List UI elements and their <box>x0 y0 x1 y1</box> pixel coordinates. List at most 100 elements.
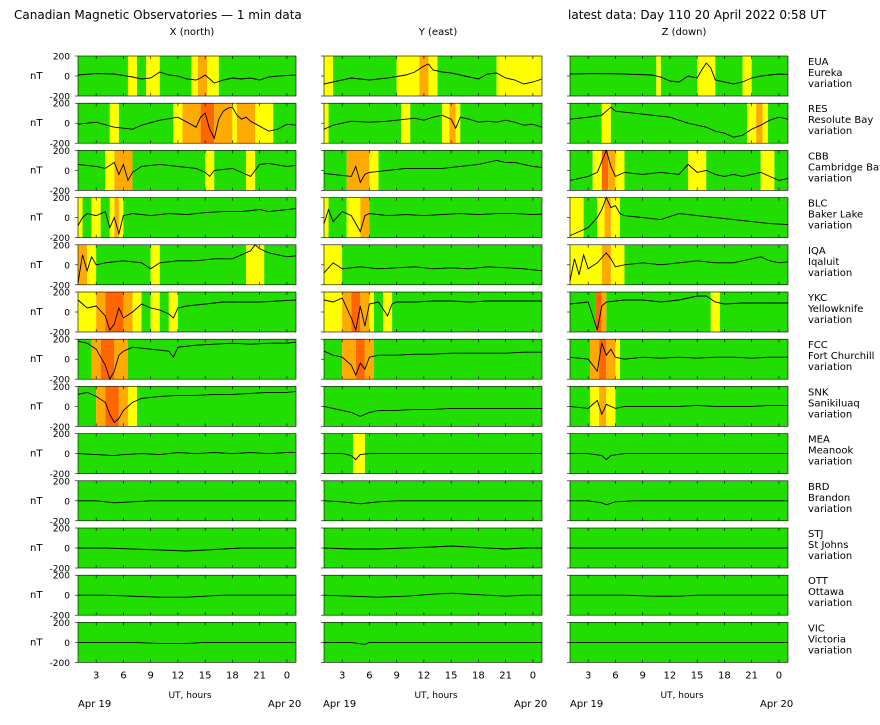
activity-band-storm <box>595 292 602 332</box>
activity-band-active <box>346 150 370 191</box>
activity-band-moderate <box>601 103 611 144</box>
activity-band-moderate <box>742 56 752 96</box>
trace-ott-z <box>570 594 788 597</box>
activity-band-quiet <box>255 150 296 191</box>
panel-stj-z <box>567 527 789 569</box>
activity-band-quiet <box>610 103 748 144</box>
activity-band-moderate <box>132 292 142 332</box>
activity-band-quiet <box>460 103 542 144</box>
activity-band-quiet <box>264 244 296 285</box>
activity-band-storm <box>601 150 609 191</box>
y-tick-label: -200 <box>50 659 71 669</box>
trace-snk-z <box>569 399 788 416</box>
trace-eua-x <box>77 71 297 84</box>
activity-band-quiet <box>78 56 128 96</box>
x-axis-title-x: UT, hours <box>168 691 212 701</box>
x-tick-label: 0 <box>776 670 782 681</box>
activity-band-moderate <box>710 292 720 332</box>
activity-band-quiet <box>333 56 397 96</box>
panel-blc-z <box>567 196 789 238</box>
y-tick-label: 200 <box>53 289 70 299</box>
trace-brd-x <box>78 500 296 504</box>
activity-band-quiet <box>137 56 147 96</box>
activity-band-active <box>114 197 119 238</box>
station-name: Brandon <box>808 493 850 504</box>
activity-band-quiet <box>774 150 788 191</box>
activity-band-quiet <box>324 575 542 616</box>
activity-band-quiet <box>570 103 602 144</box>
activity-band-active <box>214 103 233 144</box>
activity-band-active <box>419 56 429 96</box>
trace-blc-z <box>569 196 789 237</box>
activity-band-moderate <box>597 197 605 238</box>
activity-band-quiet <box>78 433 296 474</box>
activity-band-quiet <box>78 386 97 427</box>
station-variation-label: variation <box>808 504 852 515</box>
date-start-z: Apr 19 <box>570 699 604 710</box>
x-tick-label: 12 <box>172 670 185 681</box>
activity-band-active <box>236 103 256 144</box>
activity-band-quiet <box>324 339 343 380</box>
y-tick-label: 200 <box>53 477 70 487</box>
trace-stj-x <box>78 547 296 552</box>
y-tick-label: -200 <box>50 423 71 433</box>
x-tick-label: 0 <box>284 670 290 681</box>
panel-blc-x <box>75 197 297 238</box>
x-axis-title-z: UT, hours <box>660 691 704 701</box>
y-tick-label: -200 <box>50 234 71 244</box>
trace-res-z <box>569 106 789 138</box>
activity-band-storm <box>100 339 115 380</box>
panel-iqa-y <box>321 244 543 286</box>
x-tick-label: 3 <box>339 670 345 681</box>
activity-band-moderate <box>610 244 625 285</box>
panel-mea-y <box>321 433 543 474</box>
station-code: FCC <box>808 340 828 351</box>
activity-band-quiet <box>373 292 384 332</box>
activity-band-moderate <box>697 56 716 96</box>
y-unit-label: nT <box>30 165 43 176</box>
trace-iqa-y <box>323 262 543 274</box>
y-tick-label: 200 <box>53 525 70 535</box>
panel-snk-z <box>567 386 789 427</box>
panel-ott-y <box>321 574 543 616</box>
panel-eua-z <box>567 55 789 97</box>
activity-band-active <box>604 197 611 238</box>
column-title-z: Z (down) <box>661 27 707 38</box>
activity-band-active <box>599 386 607 427</box>
trace-eua-y <box>323 63 543 85</box>
y-tick-label: 0 <box>64 73 70 83</box>
panel-ykc-x <box>75 291 297 333</box>
activity-band-quiet <box>78 103 110 144</box>
y-tick-label: -200 <box>50 93 71 103</box>
station-code: MEA <box>808 435 830 446</box>
panel-res-y <box>321 102 543 144</box>
activity-band-moderate <box>570 244 602 285</box>
station-name: Victoria <box>808 634 846 645</box>
activity-band-active <box>118 386 128 427</box>
station-name: Cambridge Bay <box>808 162 880 173</box>
trace-vic-x <box>78 641 296 644</box>
y-unit-label: nT <box>30 401 43 412</box>
y-tick-label: 200 <box>53 383 70 393</box>
trace-snk-y <box>323 405 542 417</box>
x-axis-title-y: UT, hours <box>414 691 458 701</box>
activity-band-quiet <box>118 103 174 144</box>
station-code: EUA <box>808 57 829 68</box>
activity-band-moderate <box>246 150 256 191</box>
station-variation-label: variation <box>808 409 852 420</box>
activity-band-moderate <box>78 197 83 238</box>
activity-band-quiet <box>100 197 110 238</box>
activity-band-moderate <box>255 103 274 144</box>
activity-band-quiet <box>78 150 106 191</box>
y-tick-label: 200 <box>53 194 70 204</box>
panel-cbb-y <box>321 150 543 191</box>
activity-band-moderate <box>173 103 183 144</box>
activity-band-active <box>91 339 101 380</box>
trace-res-x <box>77 106 297 140</box>
date-start-y: Apr 19 <box>323 699 357 710</box>
activity-band-moderate <box>369 150 379 191</box>
activity-band-moderate <box>78 292 97 332</box>
y-tick-label: 0 <box>64 592 70 602</box>
y-unit-label: nT <box>30 307 43 318</box>
activity-band-moderate <box>589 386 600 427</box>
